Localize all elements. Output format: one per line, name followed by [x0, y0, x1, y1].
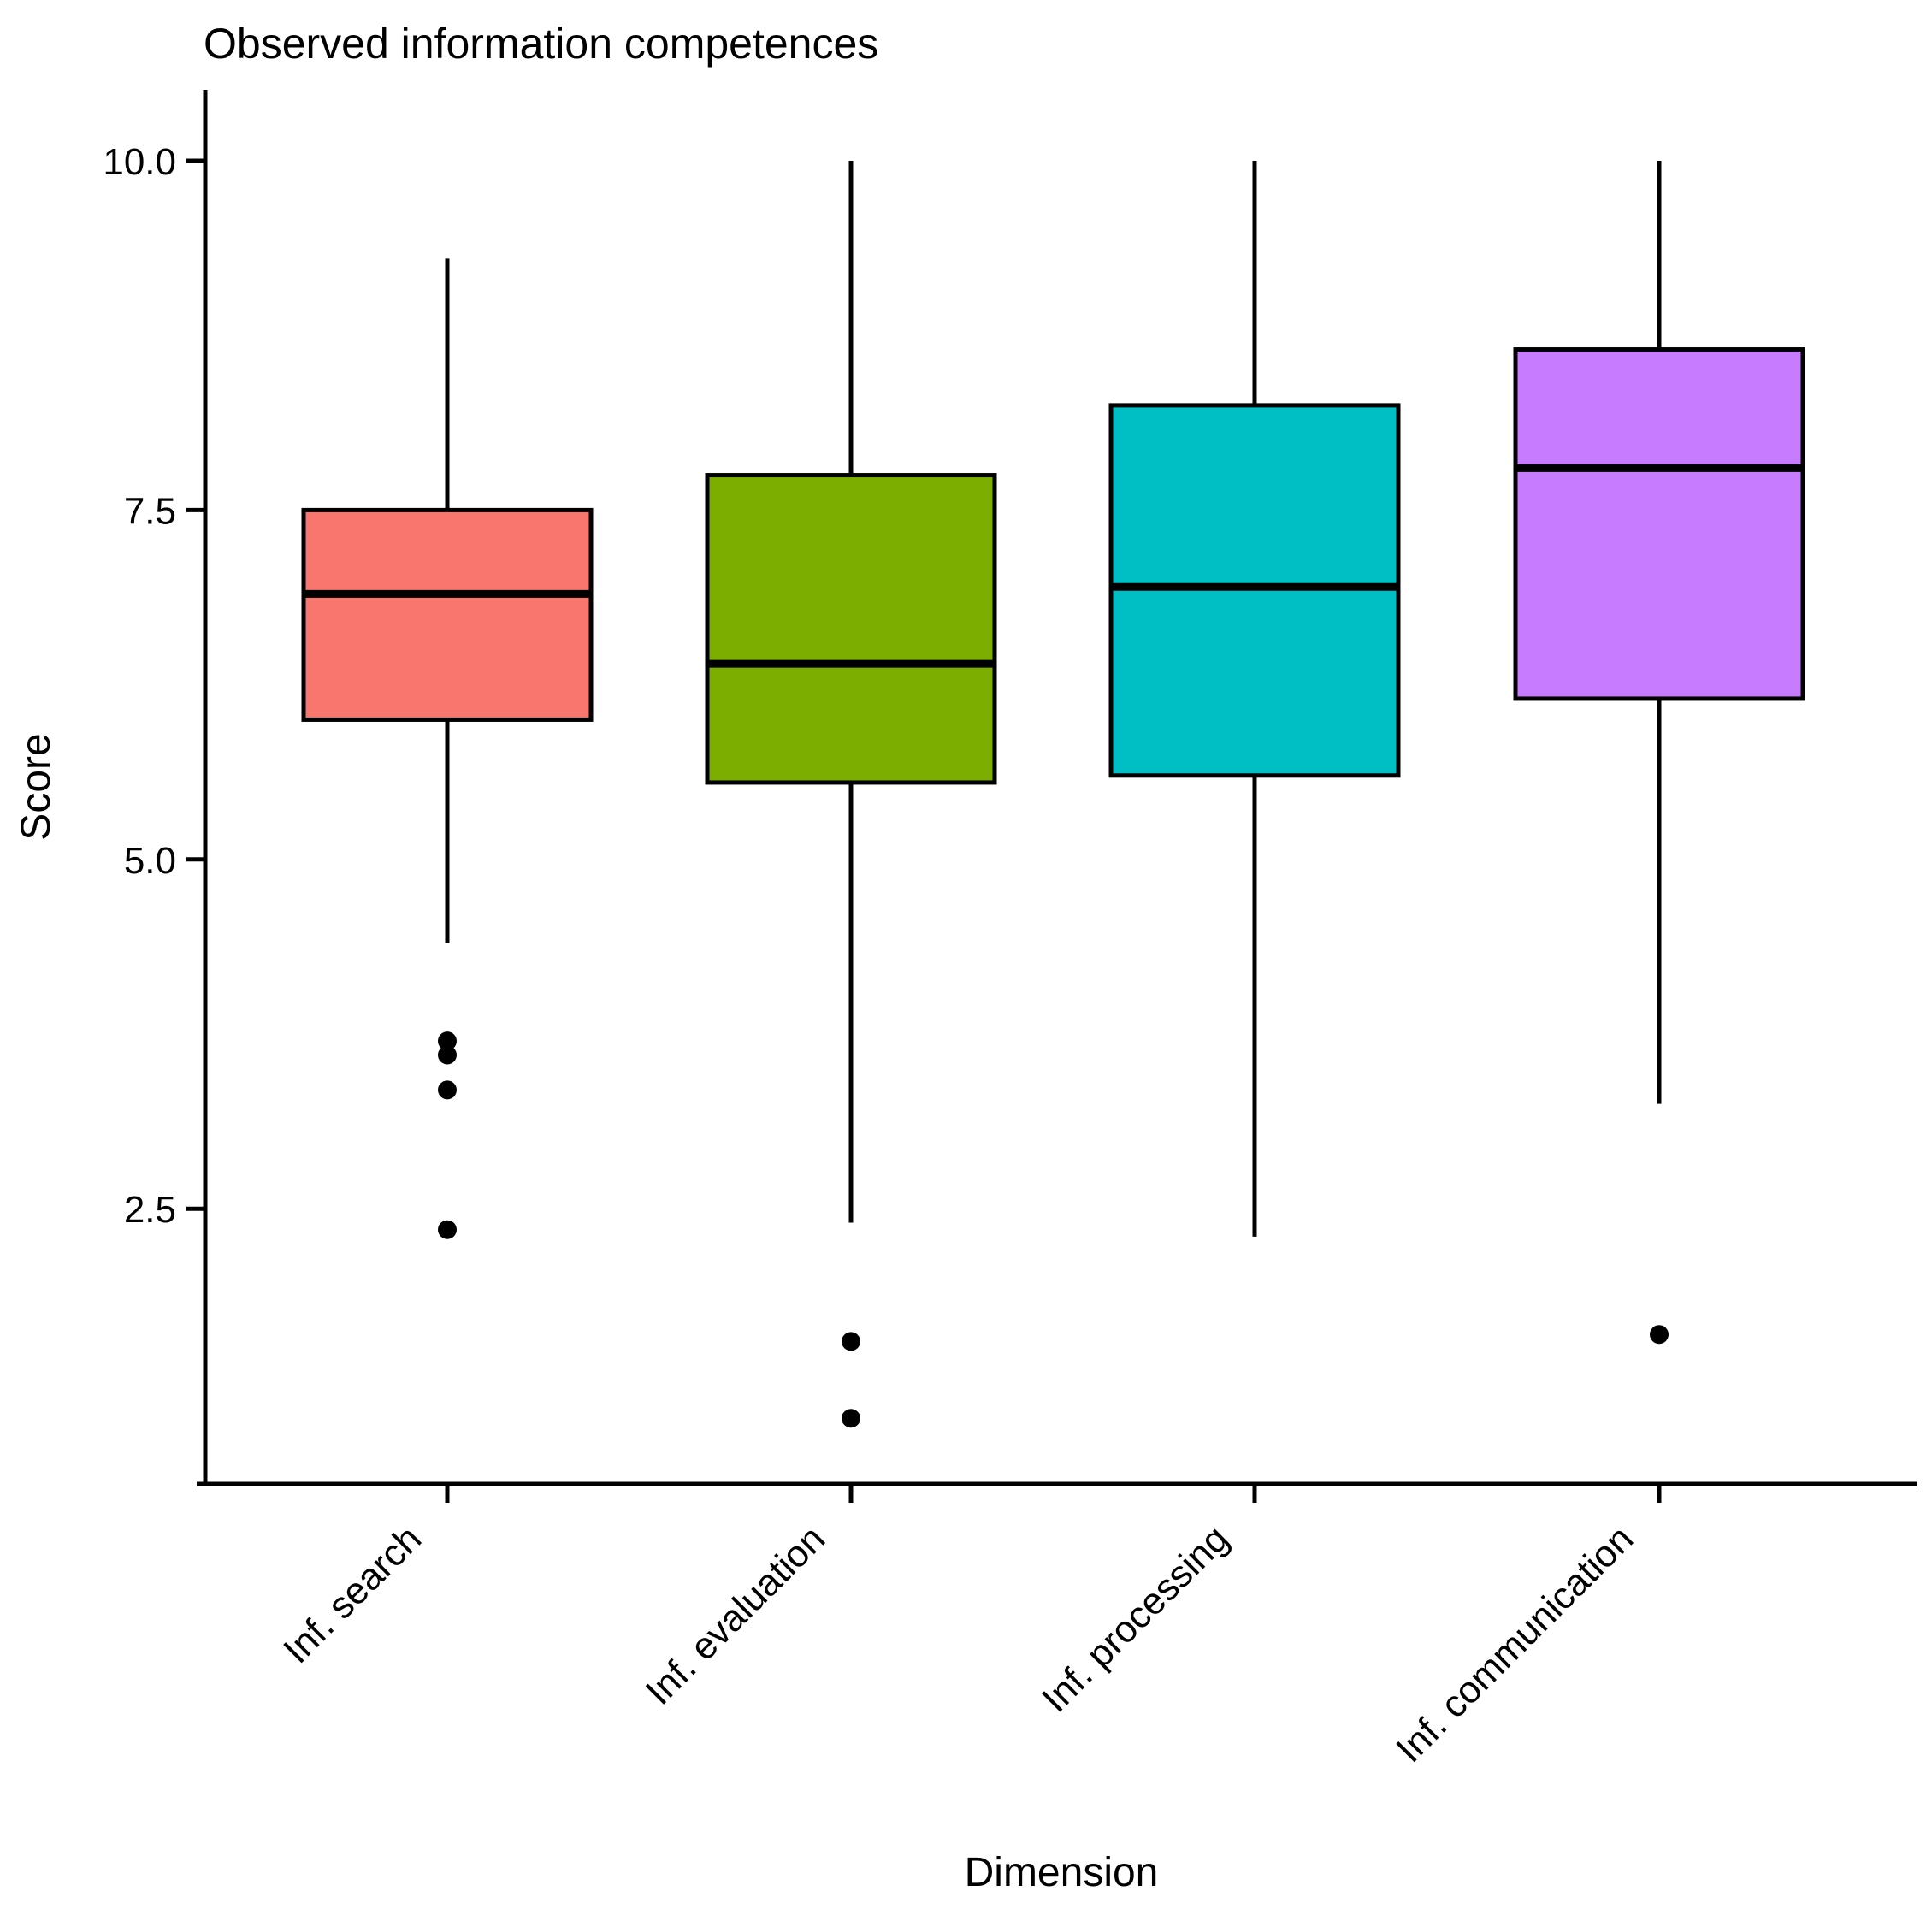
outlier-point	[842, 1409, 860, 1428]
y-axis-title: Score	[14, 733, 59, 840]
x-tick-label: Inf. communication	[1388, 1517, 1641, 1770]
boxplot-inf-evaluation	[705, 161, 997, 1428]
y-tick-label: 7.5	[124, 490, 176, 532]
outlier-point	[438, 1045, 457, 1065]
x-tick-label: Inf. evaluation	[638, 1517, 833, 1712]
x-axis-title: Dimension	[965, 1850, 1159, 1895]
y-tick-label: 2.5	[124, 1189, 176, 1231]
labels-layer: 10.0 7.5 5.0 2.5 Inf. search Inf. evaluation I…	[103, 141, 1641, 1770]
outlier-point	[438, 1031, 457, 1051]
iqr-box	[705, 473, 997, 785]
y-tick-label: 5.0	[124, 840, 176, 882]
outlier-point	[842, 1332, 860, 1351]
boxes-layer	[301, 161, 1805, 1428]
iqr-box	[1513, 347, 1805, 701]
outlier-point	[438, 1220, 457, 1239]
outlier-point	[438, 1080, 457, 1100]
axes-layer	[186, 90, 1917, 1503]
y-tick-label: 10.0	[103, 141, 176, 183]
outlier-point	[1650, 1325, 1669, 1345]
iqr-box	[301, 507, 594, 722]
boxplot-inf-processing	[1108, 161, 1401, 1237]
x-tick-label: Inf. processing	[1034, 1517, 1237, 1720]
boxplot-inf-communication	[1513, 161, 1805, 1345]
x-tick-label: Inf. search	[275, 1517, 429, 1671]
chart-title: Observed information competences	[204, 20, 878, 68]
boxplot-inf-search	[301, 258, 594, 1239]
